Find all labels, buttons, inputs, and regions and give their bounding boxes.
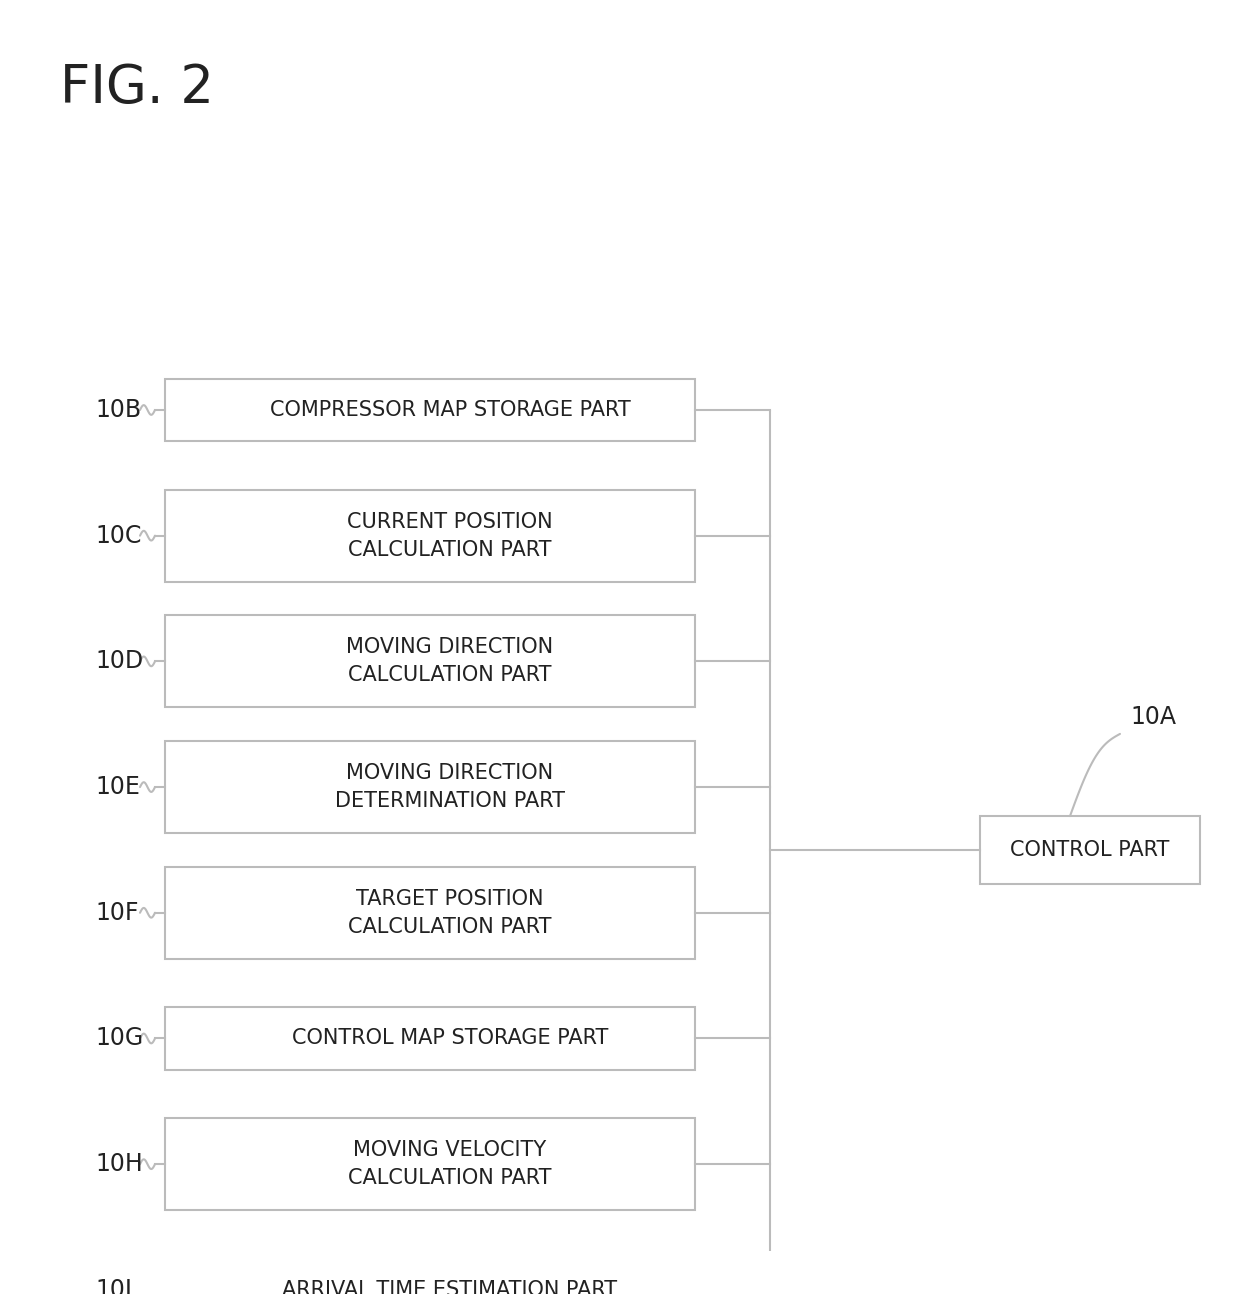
Text: 10I: 10I	[95, 1278, 131, 1294]
FancyBboxPatch shape	[165, 489, 694, 581]
Text: COMPRESSOR MAP STORAGE PART: COMPRESSOR MAP STORAGE PART	[269, 400, 630, 421]
Text: 10F: 10F	[95, 901, 139, 925]
Text: 10G: 10G	[95, 1026, 144, 1051]
Text: MOVING DIRECTION
DETERMINATION PART: MOVING DIRECTION DETERMINATION PART	[335, 763, 565, 811]
Text: 10A: 10A	[1130, 705, 1176, 729]
Text: TARGET POSITION
CALCULATION PART: TARGET POSITION CALCULATION PART	[348, 889, 552, 937]
FancyBboxPatch shape	[165, 379, 694, 441]
FancyBboxPatch shape	[165, 616, 694, 708]
Text: 10E: 10E	[95, 775, 140, 800]
Text: 10D: 10D	[95, 650, 143, 673]
Text: ARRIVAL TIME ESTIMATION PART: ARRIVAL TIME ESTIMATION PART	[283, 1280, 618, 1294]
Text: CONTROL PART: CONTROL PART	[1011, 840, 1169, 861]
FancyBboxPatch shape	[980, 817, 1200, 884]
Text: 10B: 10B	[95, 399, 141, 422]
FancyBboxPatch shape	[165, 867, 694, 959]
FancyBboxPatch shape	[165, 1118, 694, 1210]
Text: MOVING VELOCITY
CALCULATION PART: MOVING VELOCITY CALCULATION PART	[348, 1140, 552, 1188]
Text: 10H: 10H	[95, 1152, 143, 1176]
Text: CURRENT POSITION
CALCULATION PART: CURRENT POSITION CALCULATION PART	[347, 511, 553, 560]
Text: MOVING DIRECTION
CALCULATION PART: MOVING DIRECTION CALCULATION PART	[346, 638, 553, 686]
FancyBboxPatch shape	[165, 1259, 694, 1294]
Text: CONTROL MAP STORAGE PART: CONTROL MAP STORAGE PART	[291, 1029, 608, 1048]
Text: 10C: 10C	[95, 524, 141, 547]
Text: FIG. 2: FIG. 2	[60, 62, 213, 114]
FancyBboxPatch shape	[165, 741, 694, 833]
FancyBboxPatch shape	[165, 1007, 694, 1070]
